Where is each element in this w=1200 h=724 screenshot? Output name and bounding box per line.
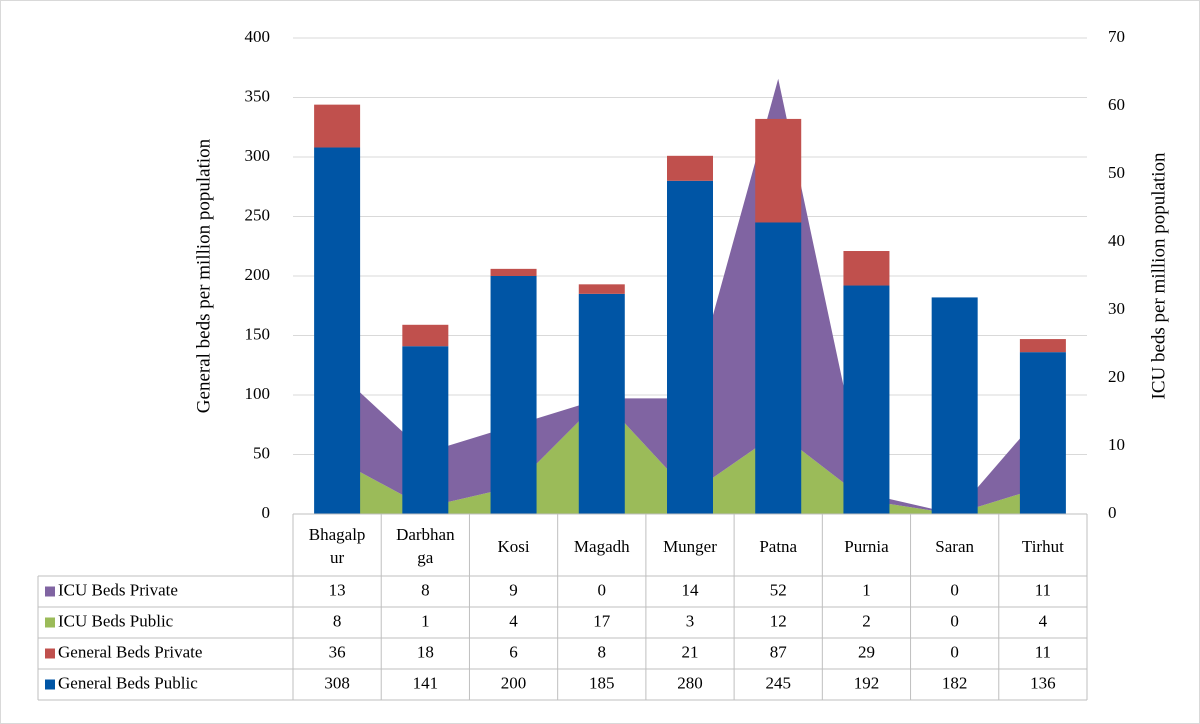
table-value: 11 <box>1035 580 1051 599</box>
table-value: 4 <box>509 611 518 630</box>
category-label: Munger <box>663 536 717 556</box>
y-tick-label: 400 <box>245 27 271 46</box>
table-value: 2 <box>862 611 871 630</box>
category-label: Saran <box>935 536 975 556</box>
bar <box>667 155 713 181</box>
table-value: 0 <box>950 611 959 630</box>
bar <box>402 346 449 514</box>
y2-tick-label: 20 <box>1108 367 1125 386</box>
legend-label: General Beds Private <box>58 642 202 661</box>
bar <box>843 285 890 514</box>
table-value: 12 <box>770 611 787 630</box>
bar <box>667 180 713 515</box>
y2-tick-label: 70 <box>1108 27 1125 46</box>
table-value: 21 <box>682 642 699 661</box>
legend-label: ICU Beds Public <box>58 611 174 630</box>
table-value: 245 <box>765 673 791 692</box>
table-value: 1 <box>862 580 871 599</box>
table-value: 3 <box>686 611 695 630</box>
bar <box>490 276 537 514</box>
bar <box>314 147 361 515</box>
table-value: 192 <box>854 673 880 692</box>
bar <box>1019 339 1066 353</box>
category-label: Bhagalpur <box>308 525 366 567</box>
bar <box>755 118 802 223</box>
table-value: 136 <box>1030 673 1056 692</box>
table-value: 0 <box>598 580 607 599</box>
y2-axis-label: ICU beds per million population <box>1148 152 1169 399</box>
table-value: 11 <box>1035 642 1051 661</box>
legend-label: General Beds Public <box>58 673 198 692</box>
y-tick-label: 150 <box>245 324 271 343</box>
legend-key <box>45 617 55 628</box>
bar <box>1019 352 1066 514</box>
table-value: 13 <box>329 580 346 599</box>
table-value: 1 <box>421 611 430 630</box>
category-label: Kosi <box>497 536 530 556</box>
table-value: 8 <box>333 611 342 630</box>
table-value: 182 <box>942 673 968 692</box>
legend-label: ICU Beds Private <box>58 580 178 599</box>
y-tick-label: 250 <box>245 205 271 224</box>
y2-tick-label: 30 <box>1108 299 1125 318</box>
y-tick-label: 50 <box>253 443 270 462</box>
y-tick-label: 300 <box>245 146 271 165</box>
table-value: 36 <box>329 642 346 661</box>
y-tick-label: 350 <box>245 86 271 105</box>
bar <box>578 284 625 294</box>
legend-key <box>45 679 55 690</box>
legend-key <box>45 586 55 597</box>
table-value: 8 <box>598 642 607 661</box>
table-value: 0 <box>950 642 959 661</box>
category-label: Purnia <box>844 536 889 556</box>
bars <box>314 104 1066 515</box>
y-tick-label: 200 <box>245 265 271 284</box>
table-value: 18 <box>417 642 434 661</box>
table-value: 308 <box>324 673 350 692</box>
y2-tick-label: 40 <box>1108 231 1125 250</box>
y2-tick-label: 0 <box>1108 503 1117 522</box>
category-label: Magadh <box>573 536 630 556</box>
table-value: 280 <box>677 673 703 692</box>
bar <box>843 251 890 286</box>
table-value: 14 <box>682 580 700 599</box>
table-value: 8 <box>421 580 430 599</box>
table-value: 141 <box>413 673 439 692</box>
category-label: Tirhut <box>1021 536 1064 556</box>
table-value: 52 <box>770 580 787 599</box>
category-label: Darbhanga <box>396 525 455 567</box>
table-value: 87 <box>770 642 788 661</box>
table-value: 0 <box>950 580 959 599</box>
table-value: 6 <box>509 642 518 661</box>
table-value: 17 <box>593 611 611 630</box>
table-value: 185 <box>589 673 615 692</box>
bar <box>490 268 537 276</box>
legend-key <box>45 648 55 659</box>
y2-tick-label: 10 <box>1108 435 1125 454</box>
table-value: 9 <box>509 580 518 599</box>
table-value: 200 <box>501 673 527 692</box>
y-tick-label: 0 <box>262 503 271 522</box>
y2-tick-label: 60 <box>1108 95 1125 114</box>
bar <box>314 104 361 148</box>
y2-tick-label: 50 <box>1108 163 1125 182</box>
table-value: 29 <box>858 642 875 661</box>
bar <box>931 297 978 514</box>
bar <box>402 324 449 347</box>
table-value: 4 <box>1039 611 1048 630</box>
bar <box>578 293 625 514</box>
y-tick-label: 100 <box>245 384 271 403</box>
category-label: Patna <box>759 536 798 556</box>
bar <box>755 222 802 514</box>
y-axis-label: General beds per million population <box>193 138 214 413</box>
